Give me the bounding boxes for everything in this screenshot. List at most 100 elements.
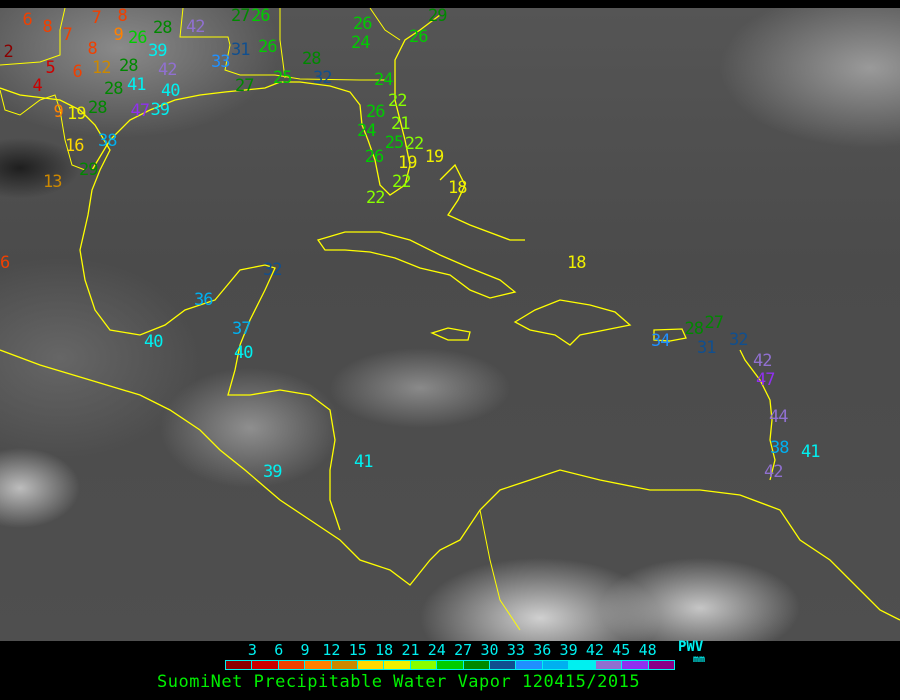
puerto-rico [653, 328, 687, 342]
station-pwv-value: 31 [231, 39, 251, 60]
station-pwv-value: 13 [43, 171, 63, 192]
color-swatch [542, 661, 570, 669]
station-pwv-value: 40 [234, 342, 254, 363]
station-pwv-value: 24 [351, 32, 371, 53]
station-pwv-value: 26 [258, 36, 278, 57]
color-swatch [226, 661, 253, 669]
legend-tick-label: 6 [274, 641, 284, 659]
legend-tick-label: 36 [533, 641, 552, 659]
lesser-antilles [739, 349, 776, 481]
station-pwv-value: 39 [150, 99, 171, 120]
color-swatch [358, 661, 385, 669]
station-pwv-value: 36 [194, 289, 214, 310]
hispaniola [513, 299, 632, 346]
station-pwv-value: 2 [3, 41, 14, 62]
station-pwv-value: 28 [104, 79, 124, 99]
jamaica [430, 327, 471, 341]
coastlines [0, 8, 900, 631]
legend-tick-label: 30 [480, 641, 499, 659]
state-borders-4 [369, 8, 401, 41]
mexico-border [0, 89, 86, 171]
color-swatch [331, 661, 359, 669]
bahamas [439, 163, 525, 241]
cuba [316, 231, 517, 299]
station-pwv-value: 22 [366, 187, 386, 208]
station-pwv-value: 42 [186, 16, 206, 37]
station-pwv-value: 4 [32, 75, 43, 96]
station-pwv-value: 26 [128, 27, 148, 48]
station-pwv-value: 8 [42, 16, 53, 37]
station-pwv-value: 27 [231, 8, 251, 26]
legend-panel: 3 6 9 12 15 18 21 24 27 30 33 36 39 42 45 48 PWV mm Suo… [0, 639, 900, 700]
color-scale-bar [225, 660, 675, 670]
station-pwv-value: 28 [302, 48, 322, 69]
station-pwv-value: 40 [144, 331, 164, 352]
station-pwv-value: 19 [398, 152, 418, 173]
color-swatch [410, 661, 438, 669]
station-pwv-value: 25 [273, 67, 293, 88]
station-pwv-value: 7 [62, 24, 73, 45]
station-pwv-value: 42 [753, 351, 773, 371]
station-pwv-value: 39 [148, 40, 168, 61]
station-pwv-value: 26 [409, 26, 429, 47]
central-america-coast [0, 349, 900, 621]
color-swatch [252, 661, 279, 669]
venezuela-inland [479, 509, 521, 631]
legend-tick-label: 24 [427, 641, 446, 659]
station-pwv-value: 28 [153, 17, 173, 38]
texas-louisiana-coast [91, 14, 441, 196]
legend-tick-label: 18 [375, 641, 394, 659]
station-pwv-value: 27 [235, 75, 255, 96]
station-pwv-value: 16 [65, 135, 85, 156]
station-pwv-value: 31 [697, 337, 717, 358]
station-pwv-value: 26 [366, 101, 386, 122]
color-swatch [595, 661, 623, 669]
legend-unit: mm [693, 654, 706, 665]
color-swatch [278, 661, 306, 669]
station-pwv-value: 28 [684, 318, 705, 339]
legend-tick-label: 21 [401, 641, 420, 659]
color-swatch [569, 661, 596, 669]
station-pwv-value: 29 [428, 8, 448, 26]
station-pwv-value: 41 [801, 441, 821, 462]
station-pwv-value: 38 [770, 437, 790, 458]
station-pwv-value: 9 [113, 25, 124, 45]
station-pwv-value: 39 [263, 461, 283, 482]
station-pwv-value: 25 [384, 133, 405, 154]
station-pwv-value: 5 [45, 57, 56, 78]
station-pwv-value: 24 [357, 120, 377, 141]
station-pwv-value: 7 [91, 8, 102, 28]
station-pwv-value: 21 [391, 114, 411, 135]
station-pwv-value: 40 [161, 80, 181, 101]
legend-tick-label: 39 [559, 641, 578, 659]
station-pwv-value: 47 [756, 370, 776, 390]
station-pwv-value: 24 [374, 69, 394, 90]
station-pwv-value: 44 [769, 406, 789, 427]
station-pwv-value: 34 [651, 330, 671, 351]
station-pwv-value: 47 [130, 100, 151, 121]
station-pwv-value: 28 [119, 56, 139, 76]
station-pwv-value: 22 [404, 133, 425, 154]
color-swatch [305, 661, 332, 669]
station-pwv-value: 41 [354, 451, 374, 472]
station-pwv-value: 32 [263, 259, 283, 280]
station-pwv-value: 6 [0, 252, 10, 273]
station-pwv-value: 12 [92, 58, 112, 78]
satellite-map: 6 8 7 7 8 9 2 5 6 8 12 28 4 28 9 19 28 41 40 39 47 42 39 26 28 42… [0, 8, 900, 641]
color-swatch [437, 661, 464, 669]
station-pwv-value: 19 [424, 146, 445, 167]
station-pwv-value: 22 [392, 171, 412, 192]
state-borders-2 [179, 8, 385, 81]
us-gulf-coast [0, 87, 276, 346]
legend-tick-label: 12 [322, 641, 341, 659]
station-pwv-value: 22 [388, 90, 408, 111]
station-pwv-value: 33 [211, 51, 231, 72]
state-borders [0, 8, 66, 66]
color-swatch [463, 661, 491, 669]
legend-tick-label: 15 [348, 641, 367, 659]
central-america-caribbean [227, 344, 341, 531]
legend-unit-title: PWV [678, 639, 704, 655]
station-pwv-value: 8 [87, 39, 98, 59]
station-pwv-value: 37 [232, 318, 252, 339]
station-pwv-value: 6 [22, 9, 33, 30]
